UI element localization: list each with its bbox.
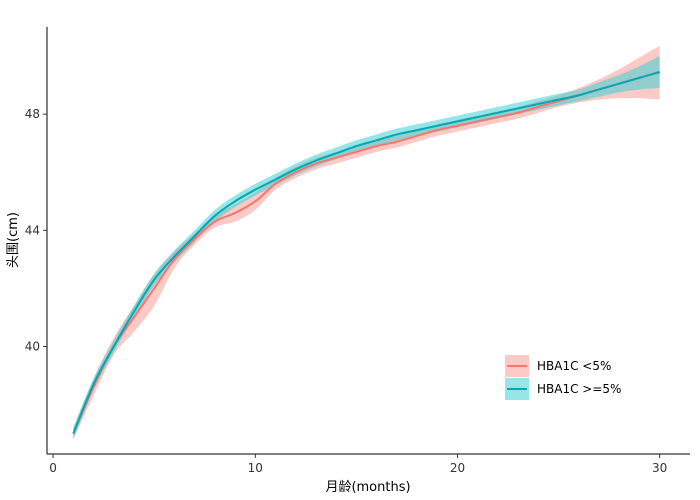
x-axis-title: 月龄(months)	[325, 480, 410, 495]
confidence-band-0	[73, 45, 660, 440]
legend: HBA1C <5% HBA1C >=5%	[505, 355, 621, 400]
x-tick-label: 10	[248, 461, 263, 475]
x-tick-label: 20	[450, 461, 465, 475]
y-axis-title: 头围(cm)	[6, 212, 21, 268]
legend-label-0: HBA1C <5%	[537, 359, 611, 373]
y-ticks: 40 44 48	[25, 107, 47, 354]
confidence-bands	[73, 45, 660, 440]
x-tick-label: 0	[49, 461, 57, 475]
x-ticks: 0 10 20 30	[49, 454, 667, 475]
x-tick-label: 30	[652, 461, 667, 475]
series-line-1	[72, 71, 660, 435]
legend-label-1: HBA1C >=5%	[537, 382, 621, 396]
y-tick-label: 44	[25, 223, 40, 237]
axes	[46, 27, 690, 455]
series-line-0	[72, 71, 660, 435]
confidence-band-1	[73, 56, 660, 440]
series-lines	[72, 71, 660, 435]
y-tick-label: 40	[25, 340, 40, 354]
y-tick-label: 48	[25, 107, 40, 121]
